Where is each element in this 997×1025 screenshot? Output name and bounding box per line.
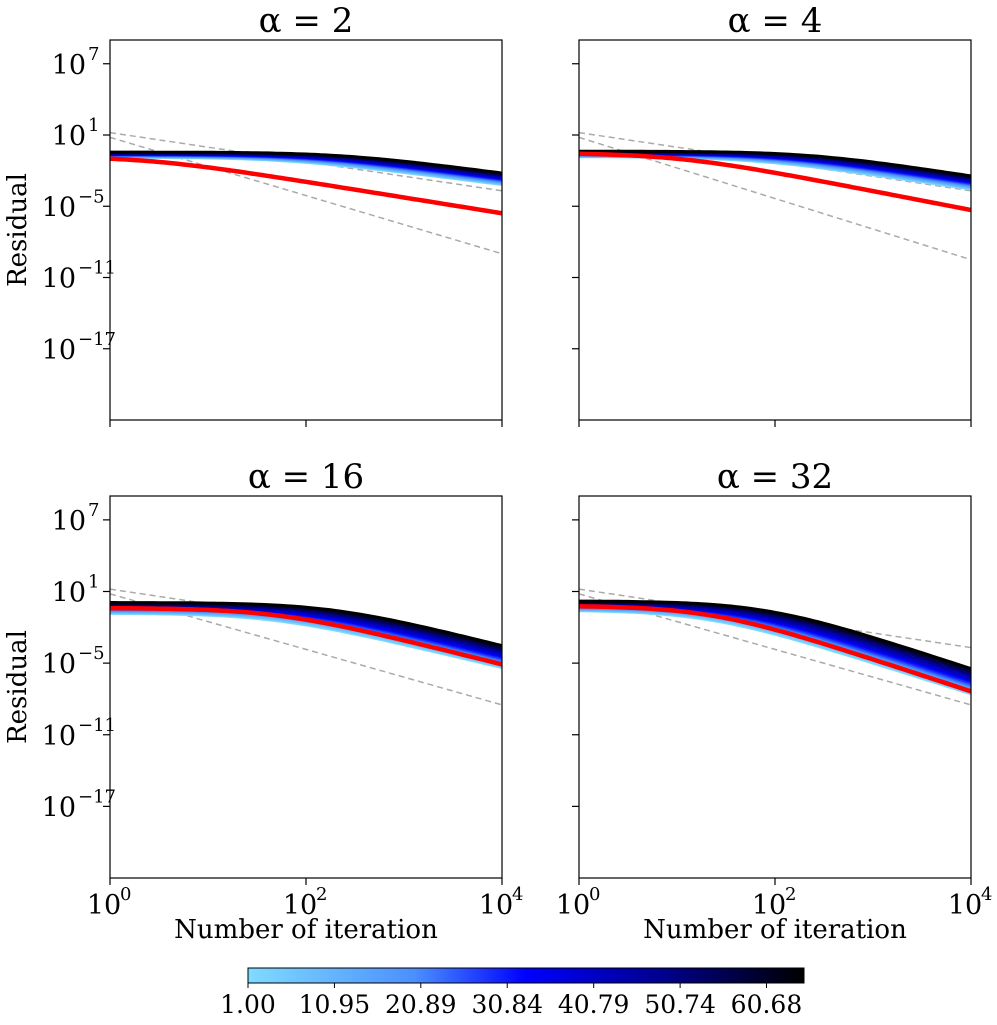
x-tick-exponent: 4 — [981, 884, 992, 905]
y-tick-label: 10 — [42, 335, 76, 366]
reference-dashed-line — [110, 593, 502, 706]
highlight-red-line — [579, 151, 971, 213]
y-tick-exponent: −5 — [78, 186, 105, 207]
y-tick-label: 10 — [42, 721, 76, 752]
panel-title: α = 2 — [259, 1, 354, 41]
x-tick-label: 10 — [87, 890, 121, 921]
reference-dashed-line — [579, 593, 971, 706]
x-axis-label: Number of iteration — [643, 915, 907, 945]
colorbar-tick-label: 60.68 — [731, 990, 803, 1019]
y-tick-label: 10 — [52, 50, 86, 81]
colorbar-tick-label: 40.79 — [558, 990, 630, 1019]
panel-title: α = 4 — [728, 1, 823, 41]
y-tick-exponent: 7 — [88, 500, 99, 521]
plot-frame — [109, 495, 503, 879]
series-line — [110, 601, 502, 648]
colorbar-tick-label: 1.00 — [220, 990, 276, 1019]
x-axis-label: Number of iteration — [174, 915, 438, 945]
y-tick-label: 10 — [52, 506, 86, 537]
y-tick-label: 10 — [52, 121, 86, 152]
x-tick-label: 10 — [752, 890, 786, 921]
series-line — [579, 599, 971, 671]
y-tick-label: 10 — [42, 792, 76, 823]
x-tick-exponent: 2 — [316, 884, 327, 905]
y-tick-exponent: 7 — [88, 44, 99, 65]
x-tick-label: 10 — [479, 890, 513, 921]
y-tick-exponent: −17 — [78, 329, 116, 350]
y-axis-label: Residual — [3, 173, 33, 287]
reference-dashed-line — [579, 588, 971, 649]
colorbar-tick-label: 20.89 — [385, 990, 457, 1019]
plot-frame — [109, 39, 503, 421]
colorbar-gradient — [247, 967, 805, 984]
reference-dashed-line — [579, 136, 971, 261]
x-tick-exponent: 2 — [785, 884, 796, 905]
y-tick-label: 10 — [42, 264, 76, 295]
highlight-red-line — [110, 605, 502, 667]
panel-title: α = 16 — [248, 457, 364, 497]
y-tick-label: 10 — [42, 192, 76, 223]
y-tick-label: 10 — [52, 578, 86, 609]
x-tick-exponent: 0 — [589, 884, 600, 905]
y-tick-exponent: 1 — [88, 572, 99, 593]
y-axis-label: Residual — [3, 630, 33, 744]
panel-title: α = 32 — [717, 457, 833, 497]
reference-dashed-line — [110, 131, 502, 192]
colorbar-tick-label: 10.95 — [299, 990, 371, 1019]
plot-frame — [578, 39, 972, 421]
x-tick-label: 10 — [556, 890, 590, 921]
series-line — [110, 150, 502, 175]
colorbar-tick-label: 50.74 — [644, 990, 716, 1019]
y-tick-exponent: −17 — [78, 786, 116, 807]
x-tick-label: 10 — [283, 890, 317, 921]
y-tick-exponent: −5 — [78, 643, 105, 664]
reference-dashed-line — [579, 131, 971, 192]
panel-2: α = 4 — [572, 1, 972, 427]
series-line — [579, 149, 971, 178]
x-tick-exponent: 0 — [120, 884, 131, 905]
y-tick-exponent: −11 — [78, 258, 116, 279]
highlight-red-line — [579, 604, 971, 694]
highlight-red-line — [110, 156, 502, 216]
x-tick-exponent: 4 — [512, 884, 523, 905]
y-tick-exponent: 1 — [88, 115, 99, 136]
x-tick-label: 10 — [948, 890, 982, 921]
y-tick-exponent: −11 — [78, 715, 116, 736]
colorbar-tick-label: 30.84 — [471, 990, 543, 1019]
reference-dashed-line — [110, 136, 502, 255]
y-tick-label: 10 — [42, 649, 76, 680]
colorbar: 1.00 10.95 20.89 30.84 40.79 50.74 60.68 — [220, 967, 805, 1019]
plot-frame — [578, 495, 972, 879]
